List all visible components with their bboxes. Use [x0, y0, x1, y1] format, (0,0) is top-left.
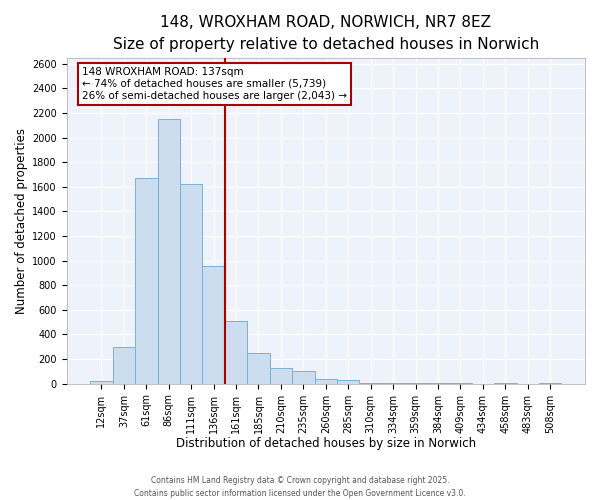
Text: 148 WROXHAM ROAD: 137sqm
← 74% of detached houses are smaller (5,739)
26% of sem: 148 WROXHAM ROAD: 137sqm ← 74% of detach…	[82, 68, 347, 100]
Bar	[270, 368, 292, 384]
Bar	[225, 321, 247, 384]
Bar	[113, 347, 135, 384]
Bar	[314, 380, 337, 384]
Bar	[158, 119, 180, 384]
Bar	[337, 380, 359, 384]
Text: Contains HM Land Registry data © Crown copyright and database right 2025.
Contai: Contains HM Land Registry data © Crown c…	[134, 476, 466, 498]
Bar	[180, 184, 202, 384]
Bar	[202, 266, 225, 384]
Bar	[382, 383, 404, 384]
Bar	[292, 372, 314, 384]
Bar	[135, 178, 158, 384]
Bar	[247, 353, 270, 384]
Title: 148, WROXHAM ROAD, NORWICH, NR7 8EZ
Size of property relative to detached houses: 148, WROXHAM ROAD, NORWICH, NR7 8EZ Size…	[113, 15, 539, 52]
Bar	[359, 383, 382, 384]
Bar	[90, 382, 113, 384]
Y-axis label: Number of detached properties: Number of detached properties	[15, 128, 28, 314]
Bar	[404, 383, 427, 384]
X-axis label: Distribution of detached houses by size in Norwich: Distribution of detached houses by size …	[176, 437, 476, 450]
